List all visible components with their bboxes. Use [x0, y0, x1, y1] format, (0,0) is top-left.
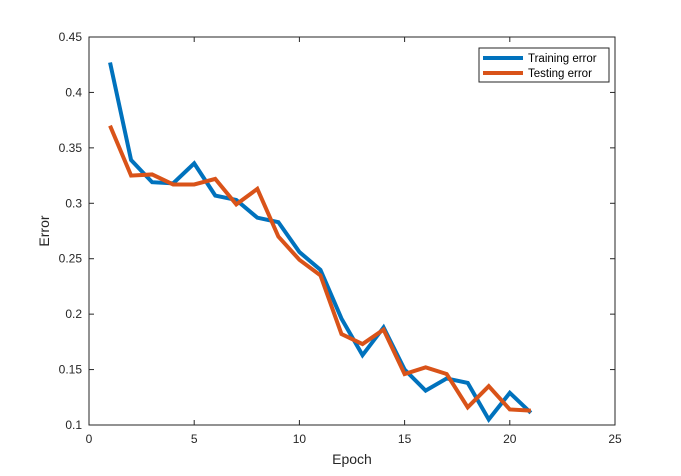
- x-axis-ticks: 0 5 10 15 20 25: [86, 37, 622, 446]
- y-axis-ticks: 0.1 0.15 0.2 0.25 0.3 0.35 0.4 0.45: [59, 30, 615, 432]
- series-line-testing-error: [108, 124, 531, 413]
- legend-label-training-error: Training error: [528, 53, 597, 65]
- series-layer: [108, 62, 533, 424]
- x-tick-label: 20: [503, 432, 517, 446]
- y-tick-label: 0.2: [65, 307, 82, 321]
- y-tick-label: 0.25: [59, 252, 83, 266]
- x-tick-label: 15: [398, 432, 412, 446]
- y-tick-label: 0.1: [65, 418, 82, 432]
- y-tick-label: 0.15: [59, 363, 83, 377]
- y-tick-label: 0.45: [59, 30, 83, 44]
- y-tick-label: 0.3: [65, 196, 82, 210]
- legend: Training error Testing error: [478, 47, 610, 83]
- x-axis-label: Epoch: [332, 451, 372, 467]
- x-tick-label: 10: [293, 432, 307, 446]
- y-tick-label: 0.35: [59, 141, 83, 155]
- x-tick-label: 0: [86, 432, 93, 446]
- series-line-training-error: [108, 62, 533, 424]
- y-axis-label: Error: [36, 215, 52, 246]
- axes-box: [88, 36, 616, 426]
- x-tick-label: 5: [191, 432, 198, 446]
- x-tick-label: 25: [608, 432, 622, 446]
- legend-box: [478, 47, 610, 83]
- y-tick-label: 0.4: [65, 85, 82, 99]
- legend-label-testing-error: Testing error: [528, 68, 592, 80]
